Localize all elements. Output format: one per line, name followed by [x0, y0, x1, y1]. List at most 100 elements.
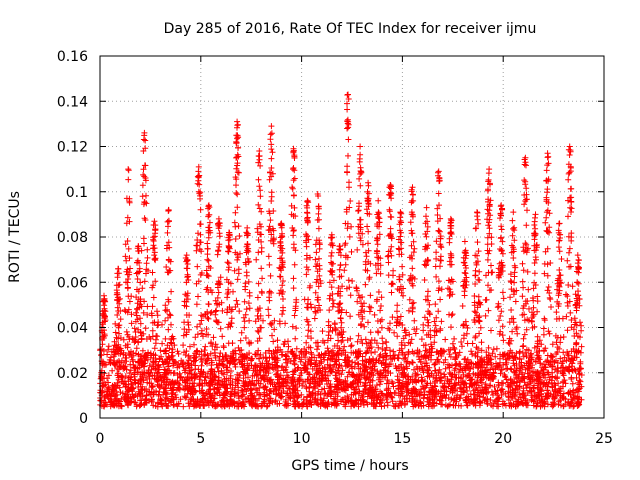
data-point — [215, 215, 222, 222]
data-point — [114, 304, 121, 311]
data-point — [531, 270, 538, 277]
data-point — [349, 278, 356, 284]
data-point — [379, 335, 386, 342]
data-point — [411, 366, 417, 373]
data-point — [375, 329, 382, 336]
data-point — [193, 242, 200, 249]
data-point — [545, 284, 552, 290]
data-point — [255, 249, 262, 256]
data-point — [562, 291, 569, 298]
data-point — [372, 349, 378, 355]
data-point — [307, 328, 314, 335]
data-point — [144, 311, 151, 318]
data-point — [243, 269, 250, 276]
data-point — [235, 393, 242, 400]
data-point — [277, 255, 284, 262]
data-point — [509, 328, 516, 335]
data-point — [496, 382, 502, 389]
data-point — [268, 231, 275, 238]
data-point — [291, 387, 298, 393]
data-point — [389, 280, 396, 287]
data-point — [577, 358, 584, 365]
data-point — [268, 165, 275, 171]
data-point — [286, 394, 293, 401]
data-point — [420, 321, 427, 328]
data-point — [267, 217, 274, 224]
data-point — [556, 267, 563, 273]
data-point — [344, 337, 351, 344]
data-point — [524, 207, 530, 214]
data-point — [209, 381, 216, 388]
data-point — [304, 217, 311, 224]
data-point — [162, 307, 169, 314]
data-point — [254, 294, 261, 301]
data-point — [569, 360, 576, 367]
data-point — [122, 373, 129, 380]
data-point — [378, 324, 385, 331]
data-point — [451, 346, 458, 352]
data-point — [241, 318, 248, 325]
data-point — [133, 345, 140, 352]
data-point — [143, 270, 149, 277]
data-point — [357, 235, 364, 241]
data-point — [117, 350, 124, 357]
data-point — [252, 367, 259, 373]
data-point — [243, 229, 250, 236]
data-point — [105, 343, 112, 350]
data-point — [315, 296, 322, 303]
data-point — [462, 270, 469, 277]
data-point — [468, 359, 474, 366]
data-point — [225, 266, 232, 273]
data-point — [203, 326, 210, 332]
data-point — [226, 360, 233, 367]
data-point — [112, 329, 119, 336]
data-point — [290, 241, 297, 248]
data-point — [556, 248, 563, 255]
data-point — [245, 300, 252, 307]
data-point — [432, 322, 439, 329]
data-point — [510, 255, 517, 261]
data-point — [435, 227, 442, 234]
data-point — [104, 375, 111, 382]
data-point — [387, 213, 394, 220]
data-point — [120, 336, 127, 343]
data-point — [370, 390, 377, 397]
data-point — [155, 391, 162, 398]
data-point — [378, 360, 385, 367]
data-point — [204, 245, 211, 252]
data-point — [266, 176, 273, 183]
data-point — [197, 397, 204, 404]
data-point — [361, 323, 368, 330]
data-point — [139, 285, 146, 292]
data-point — [566, 143, 573, 150]
data-point — [395, 367, 402, 374]
data-point — [280, 296, 286, 302]
data-point — [436, 228, 443, 235]
data-point — [175, 400, 182, 407]
data-point — [132, 338, 139, 344]
data-point — [327, 381, 334, 388]
data-point — [152, 403, 159, 409]
data-point — [115, 270, 122, 277]
data-point — [556, 220, 563, 227]
data-point — [266, 223, 273, 230]
data-point — [435, 168, 442, 175]
data-point — [327, 387, 334, 394]
data-point — [254, 387, 261, 394]
data-point — [317, 277, 324, 284]
data-point — [356, 158, 363, 165]
data-point — [179, 361, 186, 368]
data-point — [403, 378, 409, 385]
data-point — [134, 305, 141, 312]
data-point — [315, 352, 322, 359]
data-point — [213, 402, 220, 409]
data-point — [228, 308, 235, 315]
data-point — [277, 372, 284, 379]
data-point — [549, 403, 556, 410]
data-point — [138, 303, 145, 310]
data-point — [342, 220, 349, 227]
data-point — [377, 378, 384, 385]
data-point — [233, 190, 240, 196]
data-point — [279, 291, 286, 297]
data-point — [404, 365, 411, 372]
